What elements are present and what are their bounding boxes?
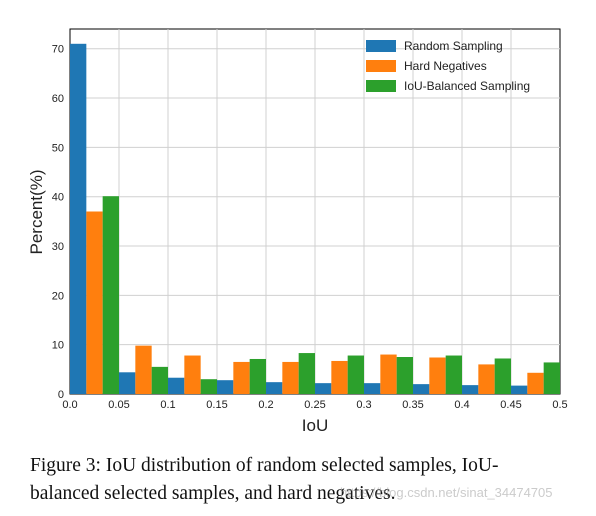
y-tick-label: 0	[58, 389, 64, 401]
bar	[445, 355, 462, 394]
bar	[331, 360, 348, 394]
iou-histogram-chart: 0.0 0.05 0.1 0.15 0.2 0.25 0.3 0.35 0.4 0.45 0.5 0…	[27, 28, 568, 435]
bar	[396, 357, 413, 394]
caption-line-2: balanced selected samples, and hard nega…	[30, 483, 396, 504]
bar	[151, 366, 168, 394]
bar	[102, 196, 119, 394]
x-tick-label: 0.15	[206, 399, 227, 411]
bar	[135, 345, 152, 394]
bar	[511, 385, 528, 394]
x-tick-label: 0.5	[552, 399, 567, 411]
bar	[168, 377, 185, 394]
x-tick-label: 0.2	[258, 399, 273, 411]
watermark-text: https://blog.csdn.net/sinat_34474705	[340, 485, 553, 500]
x-tick-labels: 0.0 0.05 0.1 0.15 0.2 0.25 0.3 0.35 0.4 0.45 0.5	[62, 399, 567, 411]
bar	[119, 372, 136, 394]
bar	[429, 357, 446, 394]
bar	[462, 385, 479, 394]
bar	[70, 43, 87, 394]
x-tick-label: 0.3	[356, 399, 371, 411]
bar	[233, 361, 250, 394]
y-tick-label: 10	[52, 340, 64, 352]
y-axis-title: Percent(%)	[27, 169, 46, 254]
bar	[380, 354, 397, 394]
x-tick-label: 0.45	[500, 399, 521, 411]
bar	[200, 379, 217, 394]
bar	[413, 384, 430, 394]
x-tick-label: 0.35	[402, 399, 423, 411]
bar	[315, 383, 332, 394]
y-tick-label: 20	[52, 290, 64, 302]
bar	[86, 211, 103, 394]
bar	[266, 382, 283, 394]
bar	[347, 355, 364, 394]
x-tick-label: 0.05	[108, 399, 129, 411]
caption-line-1: Figure 3: IoU distribution of random sel…	[30, 455, 499, 476]
y-tick-label: 60	[52, 93, 64, 105]
y-tick-label: 30	[52, 241, 64, 253]
legend-swatch	[366, 40, 396, 52]
y-tick-labels: 0 10 20 30 40 50 60 70	[52, 44, 64, 401]
legend-label: Random Sampling	[404, 39, 503, 53]
legend-label: Hard Negatives	[404, 59, 487, 73]
x-tick-label: 0.0	[62, 399, 77, 411]
legend-label: IoU-Balanced Sampling	[404, 79, 530, 93]
bar	[184, 355, 201, 394]
x-tick-label: 0.4	[454, 399, 469, 411]
bar	[527, 372, 544, 394]
bar	[543, 362, 560, 394]
x-tick-label: 0.25	[304, 399, 325, 411]
bar	[282, 361, 299, 394]
bar	[298, 353, 315, 394]
figure-caption: Figure 3: IoU distribution of random sel…	[30, 452, 590, 508]
bar	[249, 358, 266, 394]
bars	[70, 43, 560, 394]
y-tick-label: 50	[52, 142, 64, 154]
x-tick-label: 0.1	[160, 399, 175, 411]
legend: Random Sampling Hard Negatives IoU-Balance…	[366, 39, 530, 93]
bar	[364, 383, 381, 394]
x-axis-title: IoU	[302, 416, 328, 435]
legend-swatch	[366, 60, 396, 72]
bar	[478, 364, 495, 394]
legend-swatch	[366, 80, 396, 92]
y-tick-label: 70	[52, 44, 64, 56]
bar	[217, 380, 234, 394]
y-tick-label: 40	[52, 192, 64, 204]
bar	[494, 358, 511, 394]
